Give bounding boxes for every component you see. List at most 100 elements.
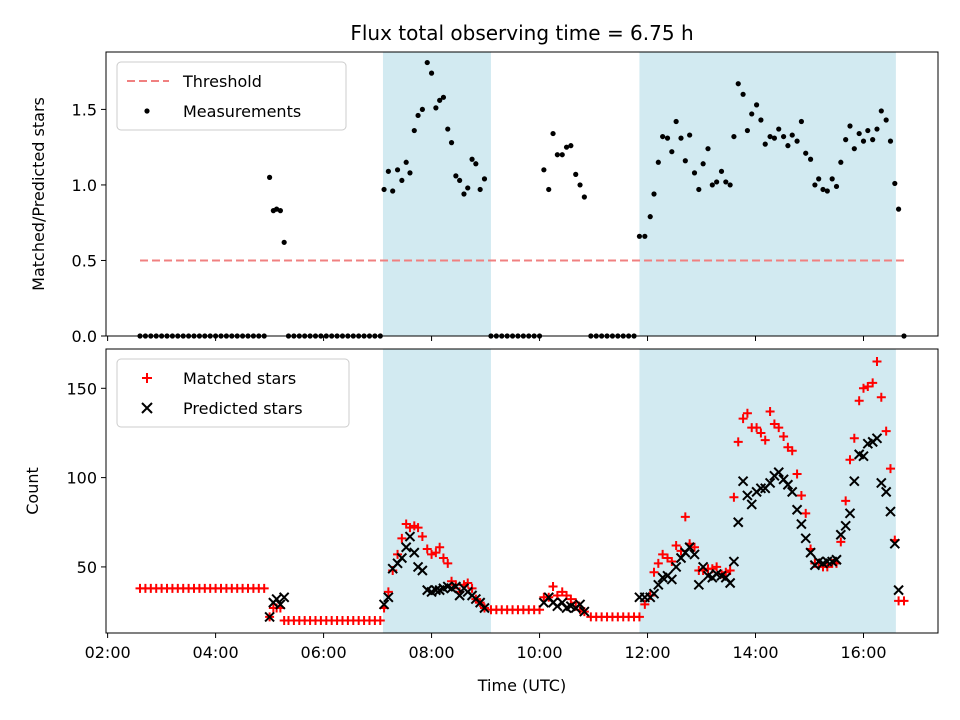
legend-label: Predicted stars xyxy=(183,399,303,418)
y-tick-label: 0.5 xyxy=(72,251,97,270)
measurement-point xyxy=(780,133,787,140)
matched-star-point xyxy=(733,437,743,447)
legend-predicted-swatch xyxy=(141,402,153,414)
measurement-point xyxy=(419,106,425,113)
measurement-point xyxy=(798,118,805,125)
measurement-point xyxy=(437,97,443,103)
measurement-point xyxy=(758,117,764,123)
predicted-star-point xyxy=(728,556,740,567)
matched-star-point xyxy=(634,612,644,622)
measurement-point xyxy=(709,182,715,188)
predicted-star-point xyxy=(835,529,847,540)
matched-star-point xyxy=(729,492,739,502)
matched-star-point xyxy=(405,523,415,533)
measurement-point xyxy=(700,161,706,167)
legend-label: Measurements xyxy=(183,102,301,121)
matched-star-point xyxy=(787,446,797,456)
predicted-star-point xyxy=(880,486,892,498)
matched-star-point xyxy=(431,548,441,558)
y-axis-label: Count xyxy=(23,467,42,515)
measurement-point xyxy=(403,159,409,165)
matched-star-point xyxy=(653,558,663,568)
matched-star-point xyxy=(765,407,775,417)
measurement-point xyxy=(457,177,463,184)
predicted-star-point xyxy=(450,581,462,592)
x-tick-label: 02:00 xyxy=(85,643,131,662)
measurement-point xyxy=(744,127,751,134)
measurement-point xyxy=(678,135,684,141)
measurement-point xyxy=(723,179,729,185)
matched-star-point xyxy=(566,594,576,604)
measurement-point xyxy=(415,112,421,119)
matched-star-point xyxy=(417,532,427,542)
predicted-star-point xyxy=(404,531,416,542)
y-tick-label: 100 xyxy=(66,469,97,488)
measurement-point xyxy=(705,146,711,152)
measurement-point xyxy=(878,108,884,114)
measurement-point xyxy=(829,176,835,182)
x-tick-label: 08:00 xyxy=(409,643,455,662)
matched-star-point xyxy=(463,578,473,588)
y-tick-label: 150 xyxy=(66,379,97,398)
matched-star-point xyxy=(649,567,659,577)
measurement-point xyxy=(771,135,778,141)
observing-window xyxy=(639,52,896,336)
matched-star-point xyxy=(876,392,886,402)
matched-star-point xyxy=(671,540,681,550)
matched-star-point xyxy=(259,583,269,593)
x-tick-label: 10:00 xyxy=(516,643,562,662)
legend-label: Threshold xyxy=(182,72,262,91)
matched-star-point xyxy=(854,396,864,406)
predicted-star-point xyxy=(831,554,842,565)
matched-star-point xyxy=(849,433,859,443)
matched-star-point xyxy=(712,562,722,572)
flux-ratio-panel: 0.0 0.5 1.0 1.5 Matched/Predicted stars Thres… xyxy=(29,51,939,346)
x-tick-label: 14:00 xyxy=(732,643,778,662)
measurement-point xyxy=(440,94,447,100)
chart-title: Flux total observing time = 6.75 h xyxy=(350,21,693,45)
measurement-point xyxy=(411,127,417,134)
measurement-point xyxy=(883,117,889,123)
predicted-star-point xyxy=(396,552,408,564)
matched-star-point xyxy=(841,496,851,506)
measurement-point xyxy=(789,132,795,138)
measurement-point xyxy=(718,168,725,174)
measurement-point xyxy=(767,133,773,140)
measurement-point xyxy=(546,186,552,193)
observing-window xyxy=(382,52,491,336)
measurement-point xyxy=(465,185,471,191)
predicted-star-point xyxy=(737,475,749,487)
measurement-point xyxy=(807,156,814,162)
predicted-star-point xyxy=(791,504,803,515)
matched-star-point xyxy=(438,553,448,563)
predicted-star-point xyxy=(693,579,705,590)
predicted-star-point xyxy=(733,517,744,528)
matched-star-point xyxy=(752,423,762,433)
predicted-star-point xyxy=(275,599,286,610)
predicted-star-point xyxy=(871,433,883,444)
matched-star-point xyxy=(868,378,878,388)
measurement-point xyxy=(816,176,822,182)
matched-star-point xyxy=(375,615,385,625)
measurement-point xyxy=(554,152,560,158)
measurement-point xyxy=(660,133,666,140)
measurement-point xyxy=(887,138,894,144)
measurement-point xyxy=(473,161,479,167)
measurement-point xyxy=(541,167,547,173)
predicted-star-point xyxy=(383,592,394,603)
predicted-star-point xyxy=(893,584,904,596)
measurement-point xyxy=(895,206,902,212)
legend-measurement-swatch xyxy=(144,108,150,114)
matched-star-point xyxy=(863,382,873,392)
predicted-star-point xyxy=(653,579,664,590)
measurement-point xyxy=(385,168,391,174)
measurement-point xyxy=(550,130,556,137)
predicted-star-point xyxy=(844,508,856,519)
measurement-point xyxy=(794,138,800,144)
measurement-point xyxy=(753,102,760,108)
matched-star-point xyxy=(422,544,432,554)
measurement-point xyxy=(559,152,565,158)
measurement-point xyxy=(682,158,688,164)
measurement-point xyxy=(870,137,876,143)
measurement-point xyxy=(266,174,273,180)
